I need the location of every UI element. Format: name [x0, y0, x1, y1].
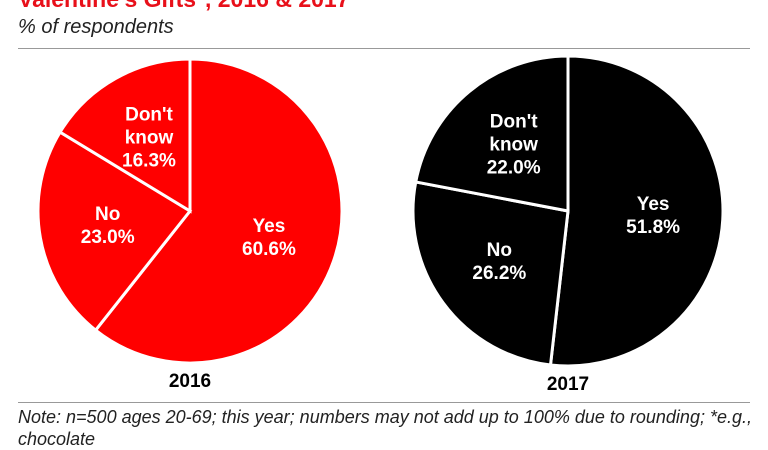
slice-label: No 23.0%: [63, 203, 153, 249]
subtitle: % of respondents: [18, 16, 174, 38]
value-label: 60.6%: [242, 239, 296, 261]
slice-label: Don't know 16.3%: [104, 104, 194, 173]
pie-slice: [93, 57, 344, 365]
category-label: Yes: [636, 193, 670, 215]
note: Note: n=500 ages 20-69; this year; numbe…: [18, 407, 752, 449]
slice-label: No 26.2%: [454, 239, 544, 285]
category-label: No: [95, 203, 121, 225]
slice-label: Yes 60.6%: [224, 215, 314, 261]
slice-label: Yes 51.8%: [608, 193, 698, 239]
category-label: No: [486, 239, 512, 261]
pie-slice: [58, 57, 192, 214]
pie-slice: [548, 54, 725, 368]
title: Valentine's Gifts*, 2016 & 2017: [18, 0, 349, 13]
pie-slice: [413, 54, 570, 213]
pie-slice: [411, 180, 570, 367]
category-label: Don't know: [489, 111, 538, 156]
value-label: 51.8%: [626, 216, 681, 238]
value-label: 22.0%: [486, 157, 541, 179]
pie-slice: [36, 130, 193, 333]
rule: [18, 402, 750, 403]
value-label: 23.0%: [80, 226, 135, 248]
category-label: Yes: [252, 216, 286, 238]
value-label: 16.3%: [122, 150, 176, 172]
value-label: 26.2%: [472, 262, 527, 284]
pie-title: 2016: [168, 371, 212, 392]
slice-label: Don't know 22.0%: [469, 111, 559, 180]
rule: [18, 48, 750, 49]
category-label: Don't know: [124, 104, 174, 149]
pie-title: 2017: [546, 374, 590, 395]
